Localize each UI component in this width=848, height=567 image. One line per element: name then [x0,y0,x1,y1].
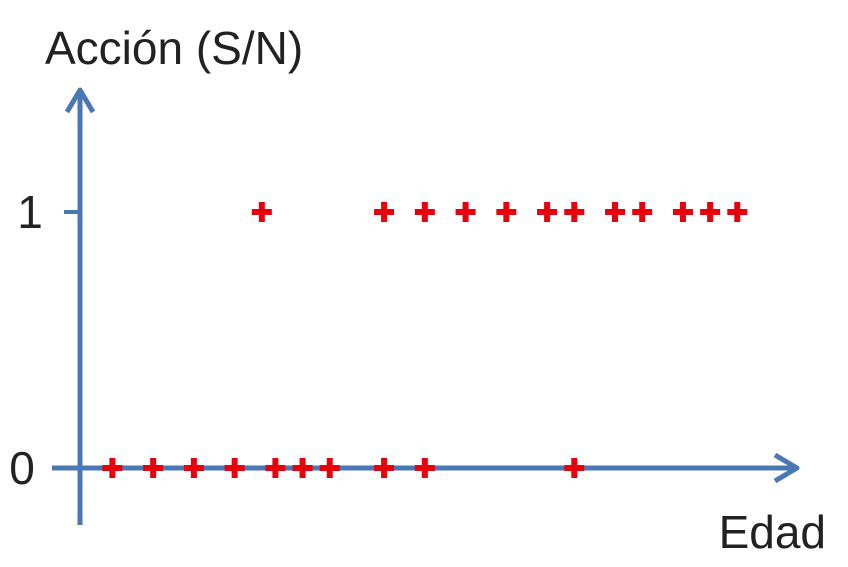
plus-marker-vertical [258,202,265,222]
data-point [564,202,585,222]
data-point [292,458,313,478]
plus-marker-vertical [679,202,686,222]
plus-marker-vertical [381,458,388,478]
plus-marker-vertical [381,202,388,222]
data-point [224,458,245,478]
plus-marker-vertical [272,458,279,478]
plus-marker-vertical [190,458,197,478]
plus-marker-vertical [462,202,469,222]
data-point [319,458,340,478]
data-point [632,202,653,222]
data-point [374,202,395,222]
plus-marker-vertical [571,202,578,222]
plus-marker-vertical [109,458,116,478]
plus-marker-vertical [299,458,306,478]
data-point [455,202,476,222]
data-point [672,202,693,222]
data-point [727,202,748,222]
plus-marker-vertical [421,458,428,478]
plus-marker-vertical [421,202,428,222]
y-axis-label: Acción (S/N) [45,22,303,74]
plus-marker-vertical [326,458,333,478]
plus-marker-vertical [503,202,510,222]
y-tick-label-1: 1 [17,186,43,238]
data-point [496,202,517,222]
data-point [183,458,204,478]
plus-marker-vertical [544,202,551,222]
data-point [605,202,626,222]
data-point [564,458,585,478]
data-point [537,202,558,222]
data-point [251,202,272,222]
data-point [414,202,435,222]
data-points [102,202,748,478]
plus-marker-vertical [707,202,714,222]
plus-marker-vertical [639,202,646,222]
x-axis-label: Edad [719,506,826,558]
plus-marker-vertical [734,202,741,222]
data-point [265,458,286,478]
plus-marker-vertical [612,202,619,222]
plus-marker-vertical [571,458,578,478]
data-point [414,458,435,478]
data-point [102,458,123,478]
data-point [143,458,164,478]
data-point [700,202,721,222]
data-point [374,458,395,478]
plus-marker-vertical [231,458,238,478]
plus-marker-vertical [150,458,157,478]
x-axis-arrowhead [773,452,800,484]
y-tick-label-0: 0 [9,442,35,494]
y-axis-arrowhead [64,87,96,114]
